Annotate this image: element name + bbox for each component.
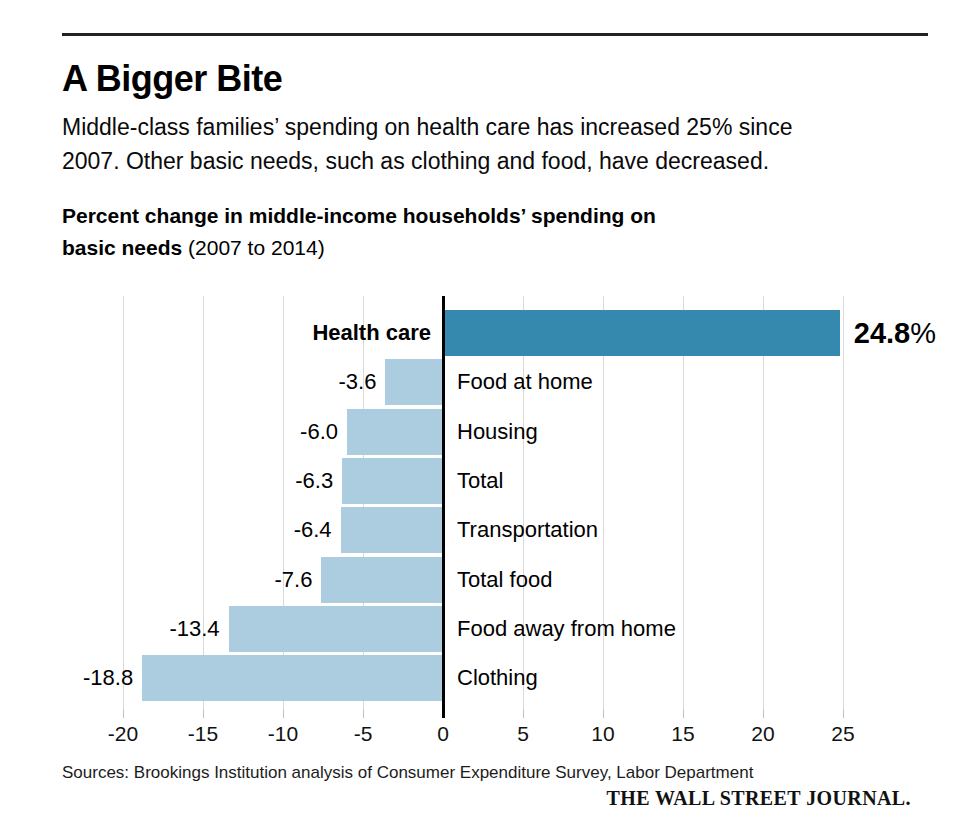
wsj-chart-page: A Bigger Bite Middle-class families’ spe… xyxy=(0,0,979,838)
category-label: Clothing xyxy=(457,655,538,701)
grid-line xyxy=(843,296,844,710)
x-tick-label: 10 xyxy=(571,722,635,746)
bar-total xyxy=(342,458,443,504)
bar-housing xyxy=(347,409,443,455)
category-label: Total food xyxy=(457,557,552,603)
x-axis-tick xyxy=(603,710,604,718)
bar-transportation xyxy=(341,507,443,553)
category-label: Transportation xyxy=(457,507,598,553)
value-label-suffix: % xyxy=(910,317,936,349)
x-tick-label: 20 xyxy=(731,722,795,746)
x-axis-tick xyxy=(523,710,524,718)
category-label: Food away from home xyxy=(457,606,676,652)
value-label: -7.6 xyxy=(274,557,312,603)
category-label: Food at home xyxy=(457,359,593,405)
value-label: -6.4 xyxy=(294,507,332,553)
zero-axis-line xyxy=(442,296,445,718)
grid-line xyxy=(123,296,124,710)
bar-health-care xyxy=(443,310,840,356)
x-tick-label: -10 xyxy=(251,722,315,746)
category-label: Housing xyxy=(457,409,538,455)
value-label: 24.8% xyxy=(854,310,936,356)
x-axis-tick xyxy=(203,710,204,718)
x-tick-label: 0 xyxy=(411,722,475,746)
source-line: Sources: Brookings Institution analysis … xyxy=(62,763,753,783)
value-label: -3.6 xyxy=(338,359,376,405)
x-tick-label: 15 xyxy=(651,722,715,746)
x-axis-tick xyxy=(763,710,764,718)
x-tick-label: -20 xyxy=(91,722,155,746)
category-label: Total xyxy=(457,458,503,504)
value-label: -18.8 xyxy=(83,655,133,701)
x-axis-tick xyxy=(123,710,124,718)
x-tick-label: 25 xyxy=(811,722,875,746)
bar-clothing xyxy=(142,655,443,701)
grid-line xyxy=(683,296,684,710)
bar-food-away-from-home xyxy=(229,606,443,652)
x-axis-tick xyxy=(843,710,844,718)
value-label: -6.0 xyxy=(300,409,338,455)
bar-chart: -20 -15 -10 -5 05 10 15 20 25 Health care 24.8% Foo… xyxy=(0,0,979,838)
category-label: Health care xyxy=(312,310,431,356)
value-label: -6.3 xyxy=(295,458,333,504)
x-axis-tick xyxy=(683,710,684,718)
x-tick-label: -15 xyxy=(171,722,235,746)
wsj-logo: THE WALL STREET JOURNAL. xyxy=(606,787,911,810)
value-label-number: 24.8 xyxy=(854,317,910,349)
bar-food-at-home xyxy=(385,359,443,405)
x-axis-tick xyxy=(283,710,284,718)
x-tick-label: -5 xyxy=(331,722,395,746)
x-tick-label: 5 xyxy=(491,722,555,746)
value-label: -13.4 xyxy=(169,606,219,652)
grid-line xyxy=(763,296,764,710)
x-axis-tick xyxy=(363,710,364,718)
bar-total-food xyxy=(321,557,443,603)
